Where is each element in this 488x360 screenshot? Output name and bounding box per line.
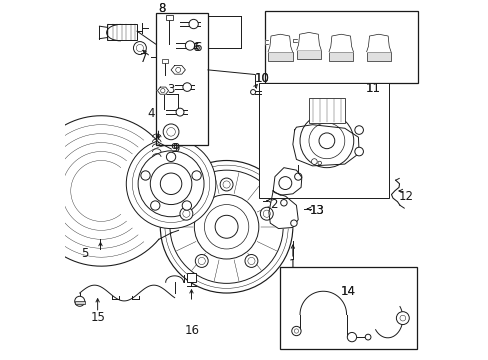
Circle shape bbox=[278, 177, 291, 189]
Text: 1: 1 bbox=[288, 258, 296, 271]
Circle shape bbox=[182, 201, 191, 210]
Bar bbox=[258, 83, 387, 198]
Polygon shape bbox=[292, 125, 358, 166]
Polygon shape bbox=[293, 39, 296, 42]
Text: 2: 2 bbox=[269, 198, 277, 211]
Bar bbox=[75, 301, 84, 304]
Text: 4: 4 bbox=[147, 107, 155, 121]
Text: 16: 16 bbox=[184, 324, 200, 337]
Bar bbox=[267, 52, 292, 61]
Polygon shape bbox=[296, 32, 321, 50]
Polygon shape bbox=[264, 40, 267, 44]
Circle shape bbox=[141, 171, 150, 180]
Circle shape bbox=[280, 199, 286, 206]
Circle shape bbox=[260, 207, 273, 220]
Circle shape bbox=[311, 159, 317, 165]
Circle shape bbox=[185, 41, 194, 50]
Circle shape bbox=[396, 312, 408, 325]
Text: 14: 14 bbox=[340, 285, 355, 298]
Bar bbox=[280, 267, 416, 349]
Polygon shape bbox=[268, 191, 298, 229]
Bar bbox=[328, 52, 353, 61]
Bar bbox=[296, 50, 321, 59]
Text: 8: 8 bbox=[158, 3, 165, 15]
Circle shape bbox=[166, 152, 175, 162]
Circle shape bbox=[317, 161, 321, 165]
Bar bbox=[187, 273, 196, 282]
Circle shape bbox=[318, 133, 334, 149]
Circle shape bbox=[290, 220, 297, 226]
Circle shape bbox=[195, 255, 208, 267]
Bar bbox=[308, 98, 344, 123]
Text: 7: 7 bbox=[140, 52, 147, 65]
Circle shape bbox=[365, 334, 370, 340]
Polygon shape bbox=[273, 168, 301, 195]
Text: 10: 10 bbox=[254, 72, 268, 85]
Circle shape bbox=[192, 171, 201, 180]
Text: 12: 12 bbox=[397, 190, 412, 203]
Text: 6: 6 bbox=[192, 41, 200, 54]
Circle shape bbox=[354, 126, 363, 134]
Circle shape bbox=[126, 139, 215, 229]
Circle shape bbox=[300, 114, 353, 168]
Polygon shape bbox=[157, 87, 168, 94]
Circle shape bbox=[250, 90, 255, 95]
Circle shape bbox=[180, 207, 192, 220]
Circle shape bbox=[291, 327, 301, 336]
Bar bbox=[162, 59, 168, 63]
Polygon shape bbox=[267, 34, 292, 52]
Polygon shape bbox=[328, 34, 353, 52]
Bar bbox=[155, 13, 207, 145]
Circle shape bbox=[215, 215, 238, 238]
Polygon shape bbox=[171, 66, 185, 74]
Text: 11: 11 bbox=[365, 82, 380, 95]
Circle shape bbox=[133, 41, 146, 54]
Circle shape bbox=[244, 255, 257, 267]
Circle shape bbox=[176, 108, 183, 116]
Text: 13: 13 bbox=[309, 204, 324, 217]
Text: 6: 6 bbox=[194, 41, 201, 54]
Circle shape bbox=[163, 124, 179, 140]
Circle shape bbox=[354, 147, 363, 156]
Bar bbox=[165, 15, 172, 20]
Bar bbox=[106, 24, 137, 40]
Bar bbox=[366, 52, 390, 61]
Text: 9: 9 bbox=[172, 142, 179, 155]
Circle shape bbox=[346, 332, 356, 342]
Text: 14: 14 bbox=[340, 285, 355, 298]
Text: 13: 13 bbox=[309, 204, 324, 217]
Circle shape bbox=[150, 201, 160, 210]
Text: 10: 10 bbox=[254, 72, 268, 85]
Circle shape bbox=[183, 83, 191, 91]
Text: 8: 8 bbox=[158, 3, 165, 15]
Circle shape bbox=[160, 173, 182, 194]
Circle shape bbox=[160, 161, 292, 293]
Polygon shape bbox=[366, 34, 390, 52]
Text: 5: 5 bbox=[81, 247, 89, 260]
Text: 11: 11 bbox=[365, 82, 380, 95]
Circle shape bbox=[188, 19, 198, 29]
Circle shape bbox=[220, 178, 233, 191]
Text: 3: 3 bbox=[167, 84, 174, 96]
Text: 15: 15 bbox=[90, 311, 105, 324]
Bar bbox=[264, 11, 417, 84]
Text: 9: 9 bbox=[170, 142, 177, 155]
Circle shape bbox=[75, 296, 84, 306]
